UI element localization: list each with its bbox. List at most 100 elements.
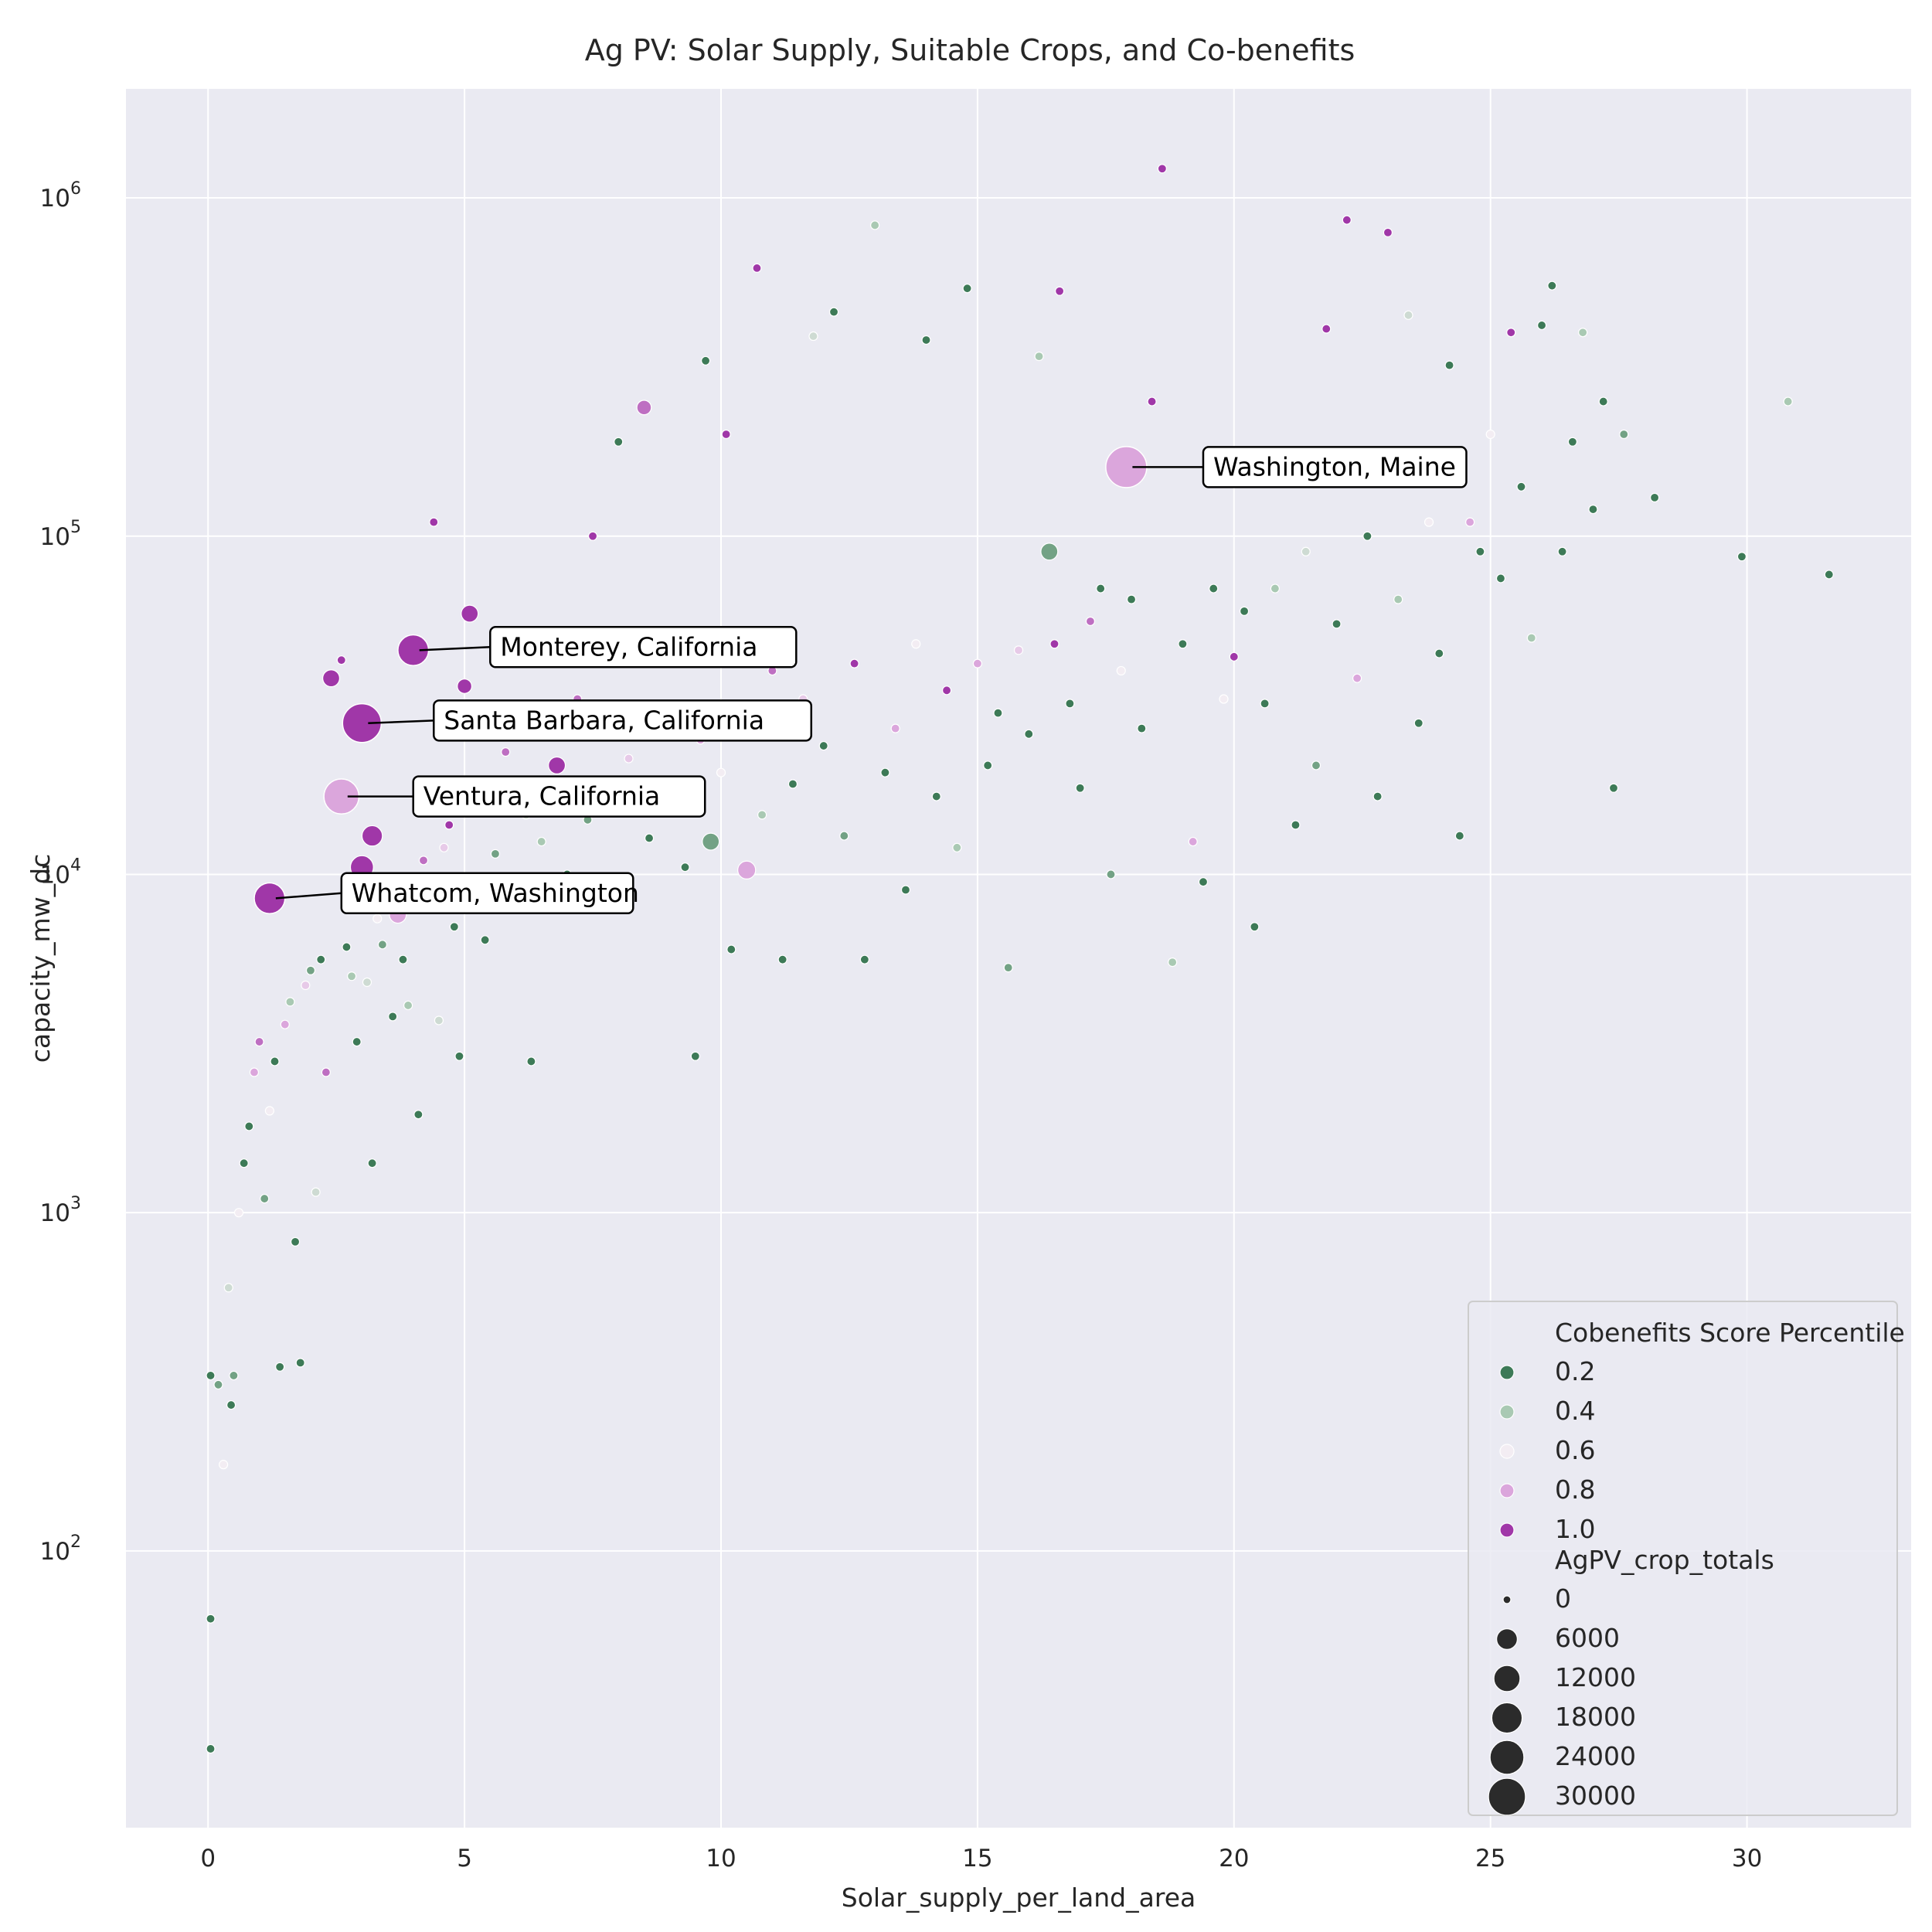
x-tick-label: 10 bbox=[706, 1845, 736, 1872]
data-point bbox=[311, 1187, 321, 1197]
data-point bbox=[336, 655, 346, 665]
legend-size-marker bbox=[1491, 1702, 1523, 1734]
y-tick-label: 103 bbox=[40, 1194, 81, 1227]
data-point bbox=[295, 1358, 305, 1368]
legend-hue-marker bbox=[1499, 1522, 1515, 1538]
data-point bbox=[1116, 665, 1126, 676]
data-point bbox=[1137, 723, 1147, 733]
data-point bbox=[931, 791, 941, 801]
annotation-leader-line bbox=[368, 719, 434, 724]
data-point bbox=[941, 685, 952, 696]
data-point bbox=[757, 810, 767, 820]
data-point bbox=[1219, 694, 1229, 704]
data-point bbox=[321, 1067, 331, 1077]
data-point bbox=[206, 1370, 216, 1381]
data-point bbox=[900, 885, 911, 895]
data-point bbox=[1352, 673, 1362, 683]
data-point bbox=[870, 220, 880, 230]
y-tick-label: 104 bbox=[40, 855, 81, 889]
data-point bbox=[890, 723, 900, 733]
annotation-label: Whatcom, Washington bbox=[352, 878, 639, 908]
data-point bbox=[429, 517, 439, 527]
legend-hue-label: 0.4 bbox=[1555, 1396, 1595, 1426]
data-point bbox=[859, 954, 869, 964]
data-point bbox=[403, 1000, 413, 1011]
data-point bbox=[1383, 227, 1393, 237]
annotation-label: Ventura, California bbox=[423, 781, 661, 811]
data-point bbox=[1736, 552, 1747, 562]
data-point bbox=[285, 997, 295, 1007]
data-point bbox=[548, 756, 566, 774]
data-point bbox=[346, 971, 357, 981]
annotation-box bbox=[489, 626, 798, 668]
data-point bbox=[1516, 481, 1526, 492]
data-point bbox=[680, 862, 690, 872]
data-point bbox=[1024, 729, 1034, 739]
data-point bbox=[587, 531, 598, 541]
legend-hue-label: 0.2 bbox=[1555, 1356, 1595, 1386]
data-point bbox=[716, 767, 726, 777]
data-point bbox=[1393, 594, 1403, 604]
data-point bbox=[1372, 791, 1383, 801]
data-point bbox=[361, 825, 383, 847]
data-point bbox=[644, 833, 655, 843]
data-point bbox=[213, 1379, 223, 1389]
data-point bbox=[1342, 215, 1352, 225]
data-point bbox=[449, 922, 459, 932]
data-point bbox=[1311, 760, 1321, 770]
data-point bbox=[1578, 328, 1588, 338]
legend-size-marker bbox=[1489, 1740, 1525, 1775]
data-point bbox=[690, 1051, 700, 1061]
data-point bbox=[1178, 639, 1188, 649]
data-point bbox=[726, 944, 736, 954]
legend-size-label: 0 bbox=[1555, 1583, 1571, 1614]
x-tick-label: 30 bbox=[1732, 1845, 1762, 1872]
x-tick-label: 0 bbox=[200, 1845, 216, 1872]
data-point bbox=[1526, 633, 1536, 643]
data-point bbox=[818, 740, 828, 751]
legend-hue-marker bbox=[1499, 1365, 1515, 1380]
data-point bbox=[226, 1400, 236, 1410]
data-point bbox=[962, 284, 972, 294]
data-point bbox=[721, 429, 731, 440]
legend-hue-marker bbox=[1499, 1483, 1515, 1498]
x-tick-label: 25 bbox=[1475, 1845, 1505, 1872]
data-point bbox=[418, 855, 429, 866]
legend-hue-title: Cobenefits Score Percentile bbox=[1555, 1318, 1905, 1348]
annotation-leader-line bbox=[275, 892, 342, 900]
data-point bbox=[305, 965, 316, 975]
data-point bbox=[321, 669, 341, 688]
data-point bbox=[1608, 783, 1619, 793]
data-point bbox=[270, 1056, 280, 1066]
data-point bbox=[454, 1051, 464, 1061]
data-point bbox=[1301, 546, 1311, 556]
data-point bbox=[1403, 310, 1413, 320]
data-point bbox=[921, 335, 931, 345]
legend-size-marker bbox=[1493, 1665, 1521, 1692]
data-point bbox=[1270, 583, 1280, 594]
data-point bbox=[1824, 570, 1834, 580]
data-point bbox=[1198, 877, 1209, 887]
data-point bbox=[1147, 396, 1157, 406]
data-point bbox=[700, 355, 711, 366]
data-point bbox=[290, 1236, 301, 1247]
data-point bbox=[737, 860, 757, 880]
data-point bbox=[1157, 164, 1167, 174]
data-point bbox=[1239, 606, 1250, 616]
data-point bbox=[1049, 639, 1060, 649]
data-point bbox=[342, 942, 352, 952]
legend-size-marker bbox=[1495, 1628, 1519, 1651]
x-tick-label: 5 bbox=[457, 1845, 472, 1872]
data-point bbox=[1003, 963, 1013, 973]
data-point bbox=[1567, 437, 1577, 447]
annotation-label: Monterey, California bbox=[500, 631, 757, 662]
data-point bbox=[362, 977, 372, 988]
data-point bbox=[828, 307, 839, 317]
y-tick-label: 105 bbox=[40, 518, 81, 551]
data-point bbox=[413, 1110, 423, 1120]
data-point bbox=[352, 1036, 362, 1047]
legend-hue-marker bbox=[1499, 1404, 1515, 1420]
data-point bbox=[1250, 922, 1260, 932]
